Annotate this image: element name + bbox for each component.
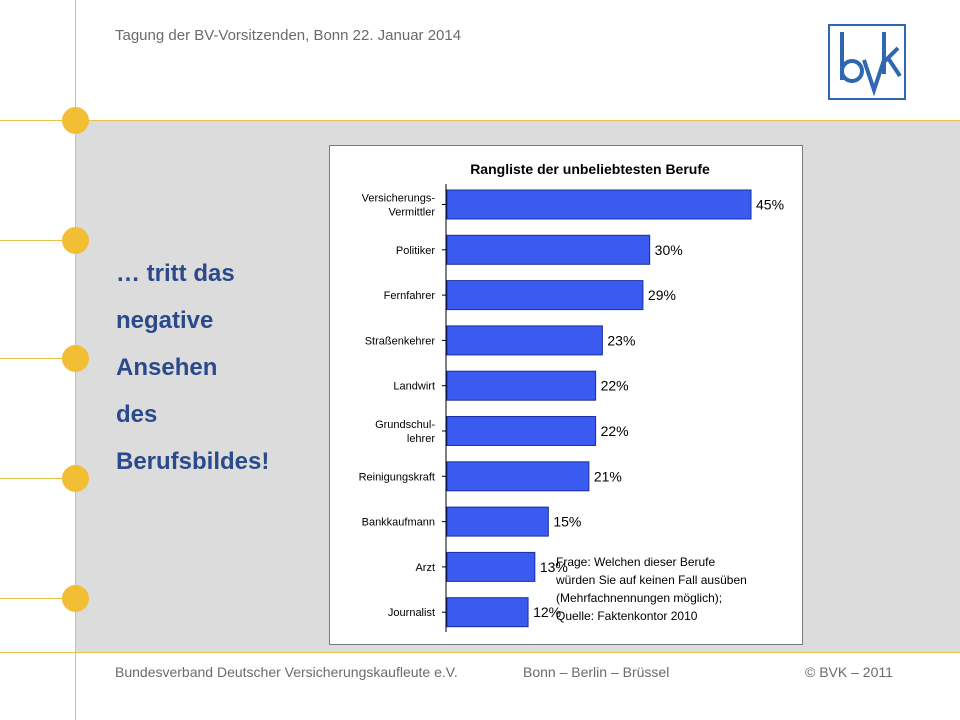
- category-label: Grundschul-: [375, 419, 435, 431]
- slogan-line: des: [116, 401, 158, 428]
- bar: [446, 370, 597, 401]
- bar-value-label: 23%: [607, 332, 635, 348]
- chart-note-line: (Mehrfachnennungen möglich);: [556, 591, 722, 605]
- slide-footer-area: [0, 652, 960, 720]
- category-label: lehrer: [407, 433, 435, 445]
- slogan-line: … tritt das: [116, 260, 235, 287]
- bar-value-label: 45%: [756, 197, 784, 213]
- bar: [446, 280, 644, 311]
- decor-dot: [62, 107, 89, 134]
- bar: [446, 234, 651, 265]
- bar-value-label: 12%: [533, 604, 561, 620]
- category-label: Journalist: [388, 607, 435, 619]
- decor-horizontal-line: [0, 240, 76, 241]
- bar: [446, 189, 752, 220]
- decor-dot: [62, 585, 89, 612]
- decor-horizontal-line: [0, 652, 960, 653]
- footer-copyright: © BVK – 2011: [805, 664, 893, 680]
- bar: [446, 325, 603, 356]
- slogan-line: negative: [116, 307, 214, 334]
- event-header: Tagung der BV-Vorsitzenden, Bonn 22. Jan…: [115, 27, 462, 44]
- slide-header-area: [0, 0, 960, 120]
- chart-note-line: würden Sie auf keinen Fall ausüben: [555, 573, 747, 587]
- category-label: Straßenkehrer: [365, 335, 436, 347]
- chart-note: Frage: Welchen dieser Berufe würden Sie …: [555, 555, 747, 623]
- footer-cities: Bonn – Berlin – Brüssel: [523, 664, 670, 680]
- chart-note-line: Frage: Welchen dieser Berufe: [556, 555, 716, 569]
- bar: [446, 461, 590, 492]
- bar-value-label: 21%: [594, 468, 622, 484]
- chart-note-line: Quelle: Faktenkontor 2010: [556, 609, 698, 623]
- bar: [446, 416, 597, 446]
- decor-horizontal-line: [0, 120, 960, 121]
- bvk-logo-icon: [828, 24, 906, 100]
- chart-title: Rangliste der unbeliebtesten Berufe: [470, 161, 710, 177]
- bar: [446, 597, 529, 628]
- category-label: Bankkaufmann: [362, 517, 435, 529]
- bar-value-label: 22%: [601, 423, 629, 439]
- slogan-line: Berufsbildes!: [116, 448, 270, 475]
- decor-horizontal-line: [0, 598, 76, 599]
- bar-chart: Rangliste der unbeliebtesten Berufe 45% V…: [329, 145, 803, 645]
- category-label: Fernfahrer: [384, 290, 436, 302]
- category-label: Politiker: [396, 245, 435, 257]
- category-label: Reinigungskraft: [359, 471, 435, 483]
- bars-group: 45% Versicherungs- Vermittler 30% Politiker 2…: [359, 189, 784, 628]
- footer-organization: Bundesverband Deutscher Versicherungskau…: [115, 664, 458, 680]
- bar-value-label: 15%: [553, 514, 581, 530]
- bar-value-label: 29%: [648, 287, 676, 303]
- category-label: Vermittler: [389, 207, 436, 219]
- decor-horizontal-line: [0, 478, 76, 479]
- category-label: Arzt: [415, 562, 435, 574]
- decor-dot: [62, 465, 89, 492]
- decor-horizontal-line: [0, 358, 76, 359]
- slogan-text: … tritt das negative Ansehen des Berufsb…: [116, 250, 326, 485]
- bar-value-label: 22%: [601, 378, 629, 394]
- slogan-line: Ansehen: [116, 354, 218, 381]
- decor-dot: [62, 345, 89, 372]
- bar: [446, 551, 536, 582]
- bar-value-label: 13%: [540, 559, 568, 575]
- bar: [446, 506, 549, 537]
- bar-chart-svg: Rangliste der unbeliebtesten Berufe 45% V…: [359, 161, 784, 632]
- bar-value-label: 30%: [655, 242, 683, 258]
- category-label: Versicherungs-: [362, 193, 436, 205]
- category-label: Landwirt: [393, 381, 435, 393]
- decor-dot: [62, 227, 89, 254]
